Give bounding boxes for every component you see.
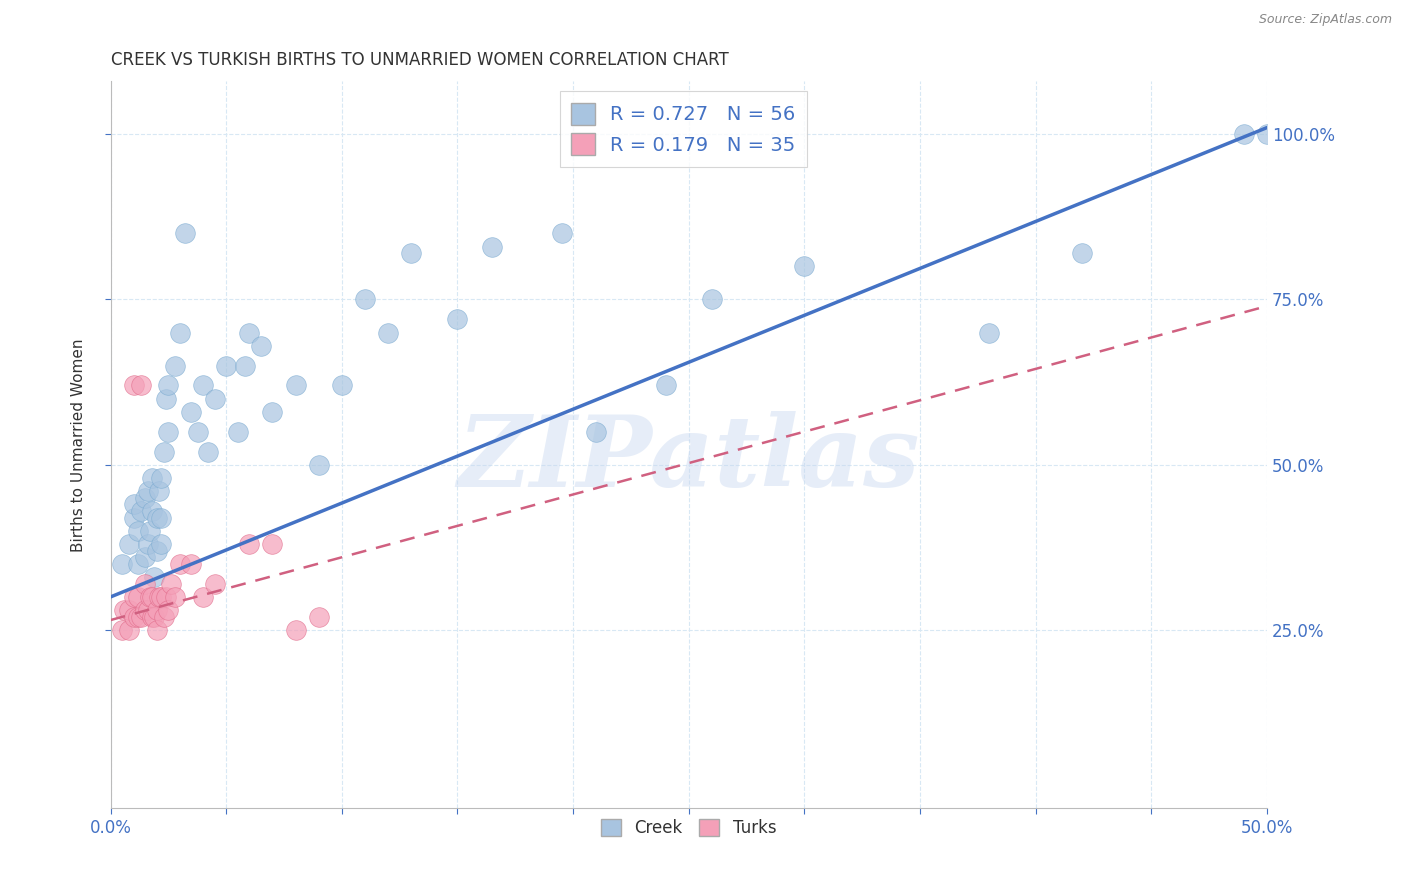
Point <box>150 510 173 524</box>
Text: Source: ZipAtlas.com: Source: ZipAtlas.com <box>1258 13 1392 27</box>
Point <box>979 326 1001 340</box>
Point <box>157 603 180 617</box>
Point <box>139 524 162 538</box>
Point <box>155 590 177 604</box>
Point <box>150 537 173 551</box>
Point <box>139 590 162 604</box>
Point <box>481 239 503 253</box>
Point <box>122 609 145 624</box>
Point <box>169 326 191 340</box>
Point <box>308 458 330 472</box>
Point <box>187 425 209 439</box>
Point <box>180 557 202 571</box>
Point <box>157 378 180 392</box>
Point <box>143 609 166 624</box>
Point <box>136 603 159 617</box>
Point <box>122 497 145 511</box>
Point <box>585 425 607 439</box>
Point <box>152 444 174 458</box>
Point <box>134 603 156 617</box>
Point <box>197 444 219 458</box>
Point <box>129 378 152 392</box>
Point <box>173 227 195 241</box>
Point <box>233 359 256 373</box>
Point <box>204 576 226 591</box>
Point <box>169 557 191 571</box>
Point <box>141 590 163 604</box>
Point <box>122 378 145 392</box>
Point <box>226 425 249 439</box>
Point <box>150 590 173 604</box>
Point <box>118 623 141 637</box>
Point <box>238 326 260 340</box>
Point <box>262 405 284 419</box>
Point <box>112 603 135 617</box>
Point <box>146 603 169 617</box>
Point <box>152 609 174 624</box>
Point <box>1233 127 1256 141</box>
Point <box>215 359 238 373</box>
Point <box>122 510 145 524</box>
Point <box>377 326 399 340</box>
Point <box>141 504 163 518</box>
Point <box>204 392 226 406</box>
Point <box>134 491 156 505</box>
Text: ZIPatlas: ZIPatlas <box>457 411 920 508</box>
Point <box>129 609 152 624</box>
Point <box>191 590 214 604</box>
Point <box>354 293 377 307</box>
Point <box>238 537 260 551</box>
Legend: Creek, Turks: Creek, Turks <box>595 813 783 844</box>
Point <box>1256 127 1278 141</box>
Point <box>118 603 141 617</box>
Point <box>191 378 214 392</box>
Point <box>284 623 307 637</box>
Point <box>143 570 166 584</box>
Point <box>129 504 152 518</box>
Point <box>122 590 145 604</box>
Y-axis label: Births to Unmarried Women: Births to Unmarried Women <box>72 338 86 551</box>
Point <box>654 378 676 392</box>
Point <box>155 392 177 406</box>
Point <box>111 623 134 637</box>
Point <box>330 378 353 392</box>
Point <box>700 293 723 307</box>
Point <box>159 576 181 591</box>
Point <box>127 590 149 604</box>
Point <box>150 471 173 485</box>
Point <box>250 339 273 353</box>
Point <box>165 359 187 373</box>
Point <box>127 524 149 538</box>
Point <box>148 590 170 604</box>
Point <box>446 312 468 326</box>
Point <box>1070 246 1092 260</box>
Text: CREEK VS TURKISH BIRTHS TO UNMARRIED WOMEN CORRELATION CHART: CREEK VS TURKISH BIRTHS TO UNMARRIED WOM… <box>111 51 728 69</box>
Point <box>146 543 169 558</box>
Point <box>550 227 572 241</box>
Point <box>148 484 170 499</box>
Point <box>127 557 149 571</box>
Point <box>127 609 149 624</box>
Point <box>141 609 163 624</box>
Point <box>136 484 159 499</box>
Point <box>136 537 159 551</box>
Point <box>111 557 134 571</box>
Point <box>118 537 141 551</box>
Point <box>146 623 169 637</box>
Point <box>262 537 284 551</box>
Point <box>141 471 163 485</box>
Point <box>165 590 187 604</box>
Point <box>308 609 330 624</box>
Point <box>134 550 156 565</box>
Point <box>399 246 422 260</box>
Point <box>793 260 815 274</box>
Point <box>157 425 180 439</box>
Point <box>134 576 156 591</box>
Point <box>284 378 307 392</box>
Point <box>180 405 202 419</box>
Point <box>146 510 169 524</box>
